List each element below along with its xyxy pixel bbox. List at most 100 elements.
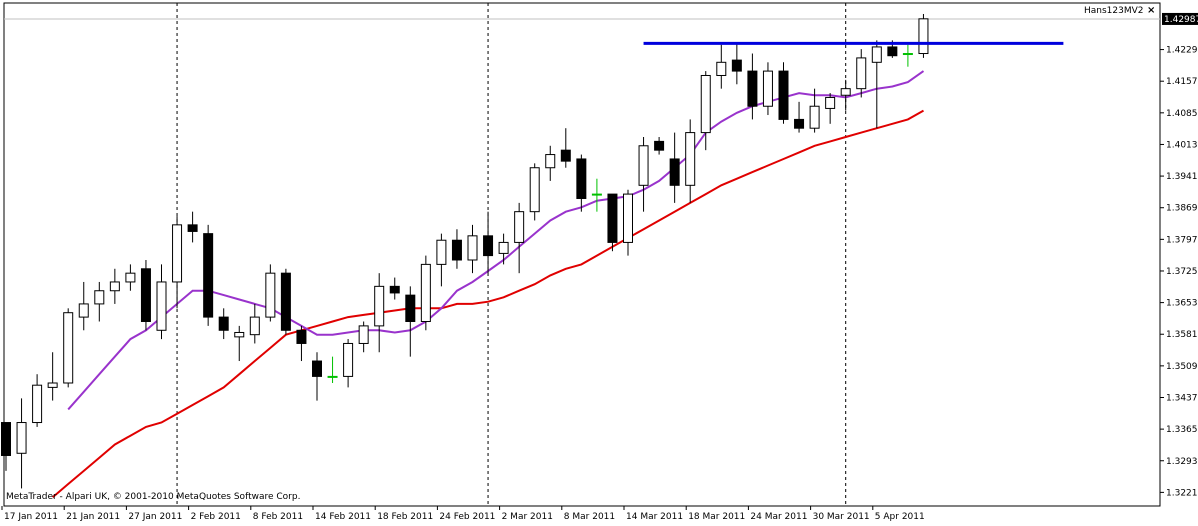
candle[interactable] (296, 325, 307, 362)
candle[interactable] (529, 163, 540, 221)
candle-body (94, 290, 105, 305)
candle-body (638, 145, 649, 186)
candle[interactable] (545, 145, 556, 181)
candle[interactable] (265, 264, 276, 322)
candle[interactable] (358, 321, 369, 353)
candle-body (109, 281, 120, 292)
candle[interactable] (607, 193, 618, 252)
y-tick-label: 1.35090 (1166, 362, 1198, 372)
candle[interactable] (63, 308, 74, 388)
x-tick-label: 27 Jan 2011 (128, 512, 182, 522)
candle-body (794, 118, 805, 129)
x-tick-label: 8 Feb 2011 (253, 512, 303, 522)
candle[interactable] (918, 13, 929, 58)
x-tick-label: 5 Apr 2011 (875, 512, 925, 522)
candle[interactable] (856, 49, 867, 98)
candle-body (47, 382, 58, 388)
candle[interactable] (762, 62, 773, 116)
candle[interactable] (405, 286, 416, 357)
x-tick-label: 21 Jan 2011 (66, 512, 120, 522)
candle[interactable] (1, 422, 11, 471)
candle[interactable] (654, 136, 665, 155)
candle[interactable] (203, 224, 214, 326)
y-tick-label: 1.32210 (1166, 488, 1198, 498)
candle[interactable] (623, 189, 633, 256)
candle-body (187, 224, 198, 232)
candle[interactable] (312, 352, 322, 401)
candle[interactable] (638, 136, 649, 212)
candle[interactable] (187, 211, 198, 243)
candle[interactable] (716, 44, 727, 89)
candle-body (716, 61, 727, 76)
candle[interactable] (576, 154, 587, 212)
candle[interactable] (327, 356, 338, 383)
candle[interactable] (389, 277, 400, 300)
candle-body (887, 46, 898, 57)
candle-body (747, 70, 758, 107)
candle[interactable] (94, 281, 105, 322)
candle-body (389, 285, 400, 294)
candle[interactable] (249, 303, 260, 344)
candle-body (374, 285, 385, 327)
candle[interactable] (840, 79, 851, 111)
candle[interactable] (731, 42, 742, 85)
y-tick-label: 1.33650 (1166, 425, 1198, 435)
current-price-box (1162, 12, 1198, 25)
candle[interactable] (32, 374, 43, 427)
candle-body (871, 46, 882, 63)
candle-body (436, 239, 447, 265)
copyright-text: MetaTrader - Alpari UK, © 2001-2010 Meta… (6, 492, 300, 502)
candle[interactable] (234, 325, 245, 362)
candle[interactable] (172, 216, 183, 309)
candle-body (420, 263, 431, 322)
candle[interactable] (374, 273, 385, 353)
candle[interactable] (483, 211, 494, 274)
candle[interactable] (280, 268, 291, 335)
candle[interactable] (109, 268, 120, 304)
candle[interactable] (685, 119, 696, 203)
candle[interactable] (451, 229, 462, 269)
candle[interactable] (125, 264, 136, 291)
candle[interactable] (669, 132, 680, 203)
candle-body (607, 193, 618, 243)
candle-body (700, 74, 711, 134)
candle[interactable] (825, 93, 836, 124)
candle[interactable] (871, 40, 882, 129)
candle-body (809, 105, 820, 129)
candle[interactable] (498, 233, 509, 265)
candle[interactable] (778, 62, 789, 124)
candle[interactable] (700, 71, 711, 151)
candle-body (840, 88, 851, 96)
candle[interactable] (420, 255, 431, 331)
y-tick-label: 1.34370 (1166, 393, 1198, 403)
candle[interactable] (343, 339, 354, 388)
candle-body (140, 268, 151, 322)
candle[interactable] (794, 101, 805, 133)
candle-body (312, 360, 322, 377)
candle[interactable] (156, 264, 167, 340)
candle[interactable] (514, 202, 525, 274)
candle[interactable] (140, 259, 151, 331)
candle[interactable] (747, 53, 758, 120)
candle[interactable] (16, 398, 27, 489)
candle[interactable] (560, 128, 571, 168)
y-tick-label: 1.41570 (1166, 77, 1198, 87)
candle[interactable] (436, 233, 447, 287)
candle-body (296, 329, 307, 344)
candle-body (234, 331, 245, 338)
close-icon[interactable]: × (1147, 5, 1155, 16)
candle-body (825, 96, 836, 109)
candle-body (358, 325, 369, 344)
candle-body (203, 233, 214, 318)
candle-body (156, 281, 167, 331)
candle[interactable] (47, 352, 58, 401)
candle[interactable] (591, 178, 602, 212)
candle[interactable] (467, 224, 478, 274)
x-tick-label: 8 Mar 2011 (564, 512, 615, 522)
candle[interactable] (78, 281, 89, 331)
candle[interactable] (902, 44, 913, 67)
candle[interactable] (809, 88, 820, 133)
candle[interactable] (218, 308, 229, 340)
